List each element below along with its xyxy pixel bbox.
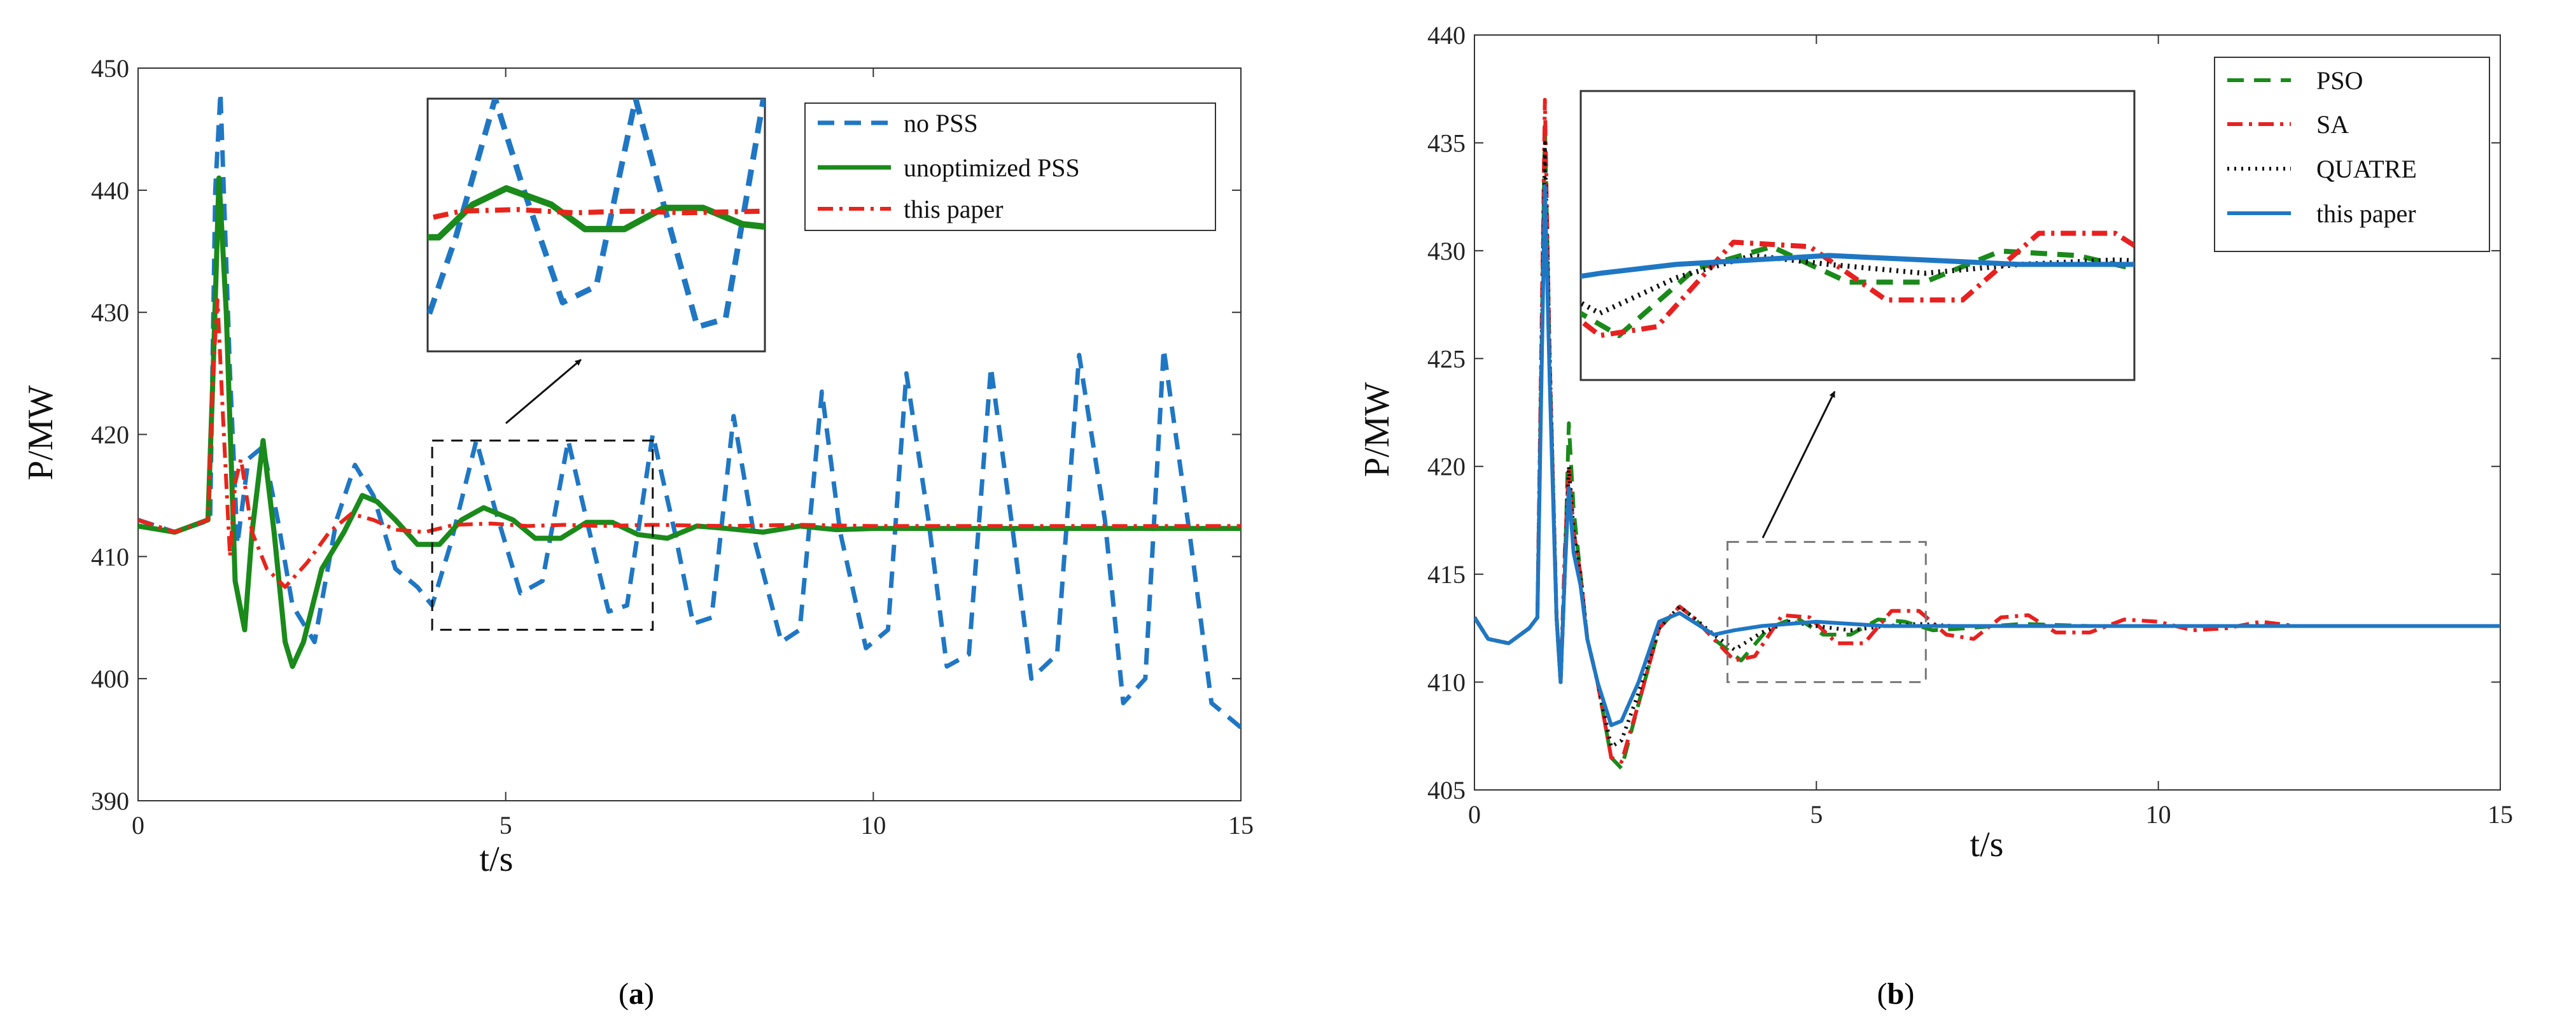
legend-label-quatre: QUATRE <box>2316 155 2417 183</box>
x-axis-label-a: t/s <box>480 840 514 879</box>
legend-label-no-pss: no PSS <box>904 109 978 137</box>
inset-series-a <box>428 99 765 330</box>
y-tick-label: 435 <box>1427 129 1466 157</box>
y-axis-label-a: P/MW <box>21 385 60 480</box>
legend-label-unoptimized-pss: unoptimized PSS <box>904 153 1080 182</box>
legend-a: no PSS unoptimized PSS this paper <box>804 102 1216 231</box>
y-tick-label: 390 <box>91 787 129 815</box>
legend-box-b <box>2214 57 2490 252</box>
y-tick-label: 430 <box>91 299 129 327</box>
y-tick-label: 425 <box>1427 344 1466 373</box>
series-line-this-paper <box>138 298 1241 589</box>
zoom-region-box-b <box>1726 540 1927 684</box>
y-tick-label: 405 <box>1427 776 1466 805</box>
y-tick-label: 400 <box>91 665 129 693</box>
series-group-a <box>138 90 1241 729</box>
legend-label-sa: SA <box>2316 110 2349 139</box>
x-tick-label: 5 <box>1810 800 1823 829</box>
series-group-b <box>1474 97 2500 771</box>
inset-frame-a <box>426 97 766 353</box>
x-tick-label: 15 <box>1228 811 1254 840</box>
series-line-no-pss <box>138 90 1241 729</box>
zoom-arrow-b <box>1761 391 1836 539</box>
x-tick-label: 15 <box>2488 800 2513 829</box>
caption-a: (a) <box>619 977 654 1011</box>
inset-line-pso <box>1581 244 2134 339</box>
y-tick-label: 440 <box>91 176 129 205</box>
y-tick-label: 420 <box>1427 453 1466 481</box>
x-axis-label-b: t/s <box>1970 825 2004 864</box>
x-tick-label: 0 <box>1468 800 1481 829</box>
series-line-quatre <box>1474 141 2500 749</box>
y-tick-label: 415 <box>1427 560 1466 589</box>
axis-ticks-a: 0 5 10 15 390 400 410 420 430 440 450 <box>91 54 1254 840</box>
axis-ticks-b: 0 5 10 15 405 410 415 420 425 430 435 440 <box>1427 21 2513 829</box>
inset-series-b <box>1581 230 2134 339</box>
legend-b: PSO SA QUATRE this paper <box>2214 57 2490 252</box>
x-tick-label: 0 <box>132 811 144 840</box>
x-tick-label: 10 <box>860 811 886 840</box>
plot-area-b <box>1474 34 2501 791</box>
caption-b: (b) <box>1877 977 1915 1011</box>
x-tick-label: 10 <box>2146 800 2171 829</box>
y-tick-label: 420 <box>91 421 129 449</box>
y-axis-label-b: P/MW <box>1357 382 1397 477</box>
y-tick-label: 410 <box>91 542 129 571</box>
y-tick-label: 410 <box>1427 668 1466 697</box>
legend-label-this-paper-a: this paper <box>904 195 1004 223</box>
chart-panel-a: 0 5 10 15 390 400 410 420 430 440 450 no PSS unopt… <box>21 54 1254 1011</box>
zoom-region-box-a <box>431 439 654 631</box>
legend-label-this-paper-b: this paper <box>2316 199 2416 228</box>
x-tick-label: 5 <box>500 811 512 840</box>
series-line-unoptimized-pss <box>138 175 1241 669</box>
inset-line-sa <box>1581 230 2134 339</box>
inset-line-this-paper <box>1581 253 2134 279</box>
zoom-arrow-a <box>505 358 582 425</box>
y-tick-label: 450 <box>91 54 129 83</box>
inset-line-unoptimized-pss <box>428 185 765 241</box>
y-tick-label: 440 <box>1427 21 1466 50</box>
chart-panel-b: 0 5 10 15 405 410 415 420 425 430 435 440 PSO SA QU… <box>1357 21 2513 1011</box>
y-tick-label: 430 <box>1427 237 1466 265</box>
series-line-this-paper <box>1474 184 2500 728</box>
legend-label-pso: PSO <box>2316 66 2363 95</box>
